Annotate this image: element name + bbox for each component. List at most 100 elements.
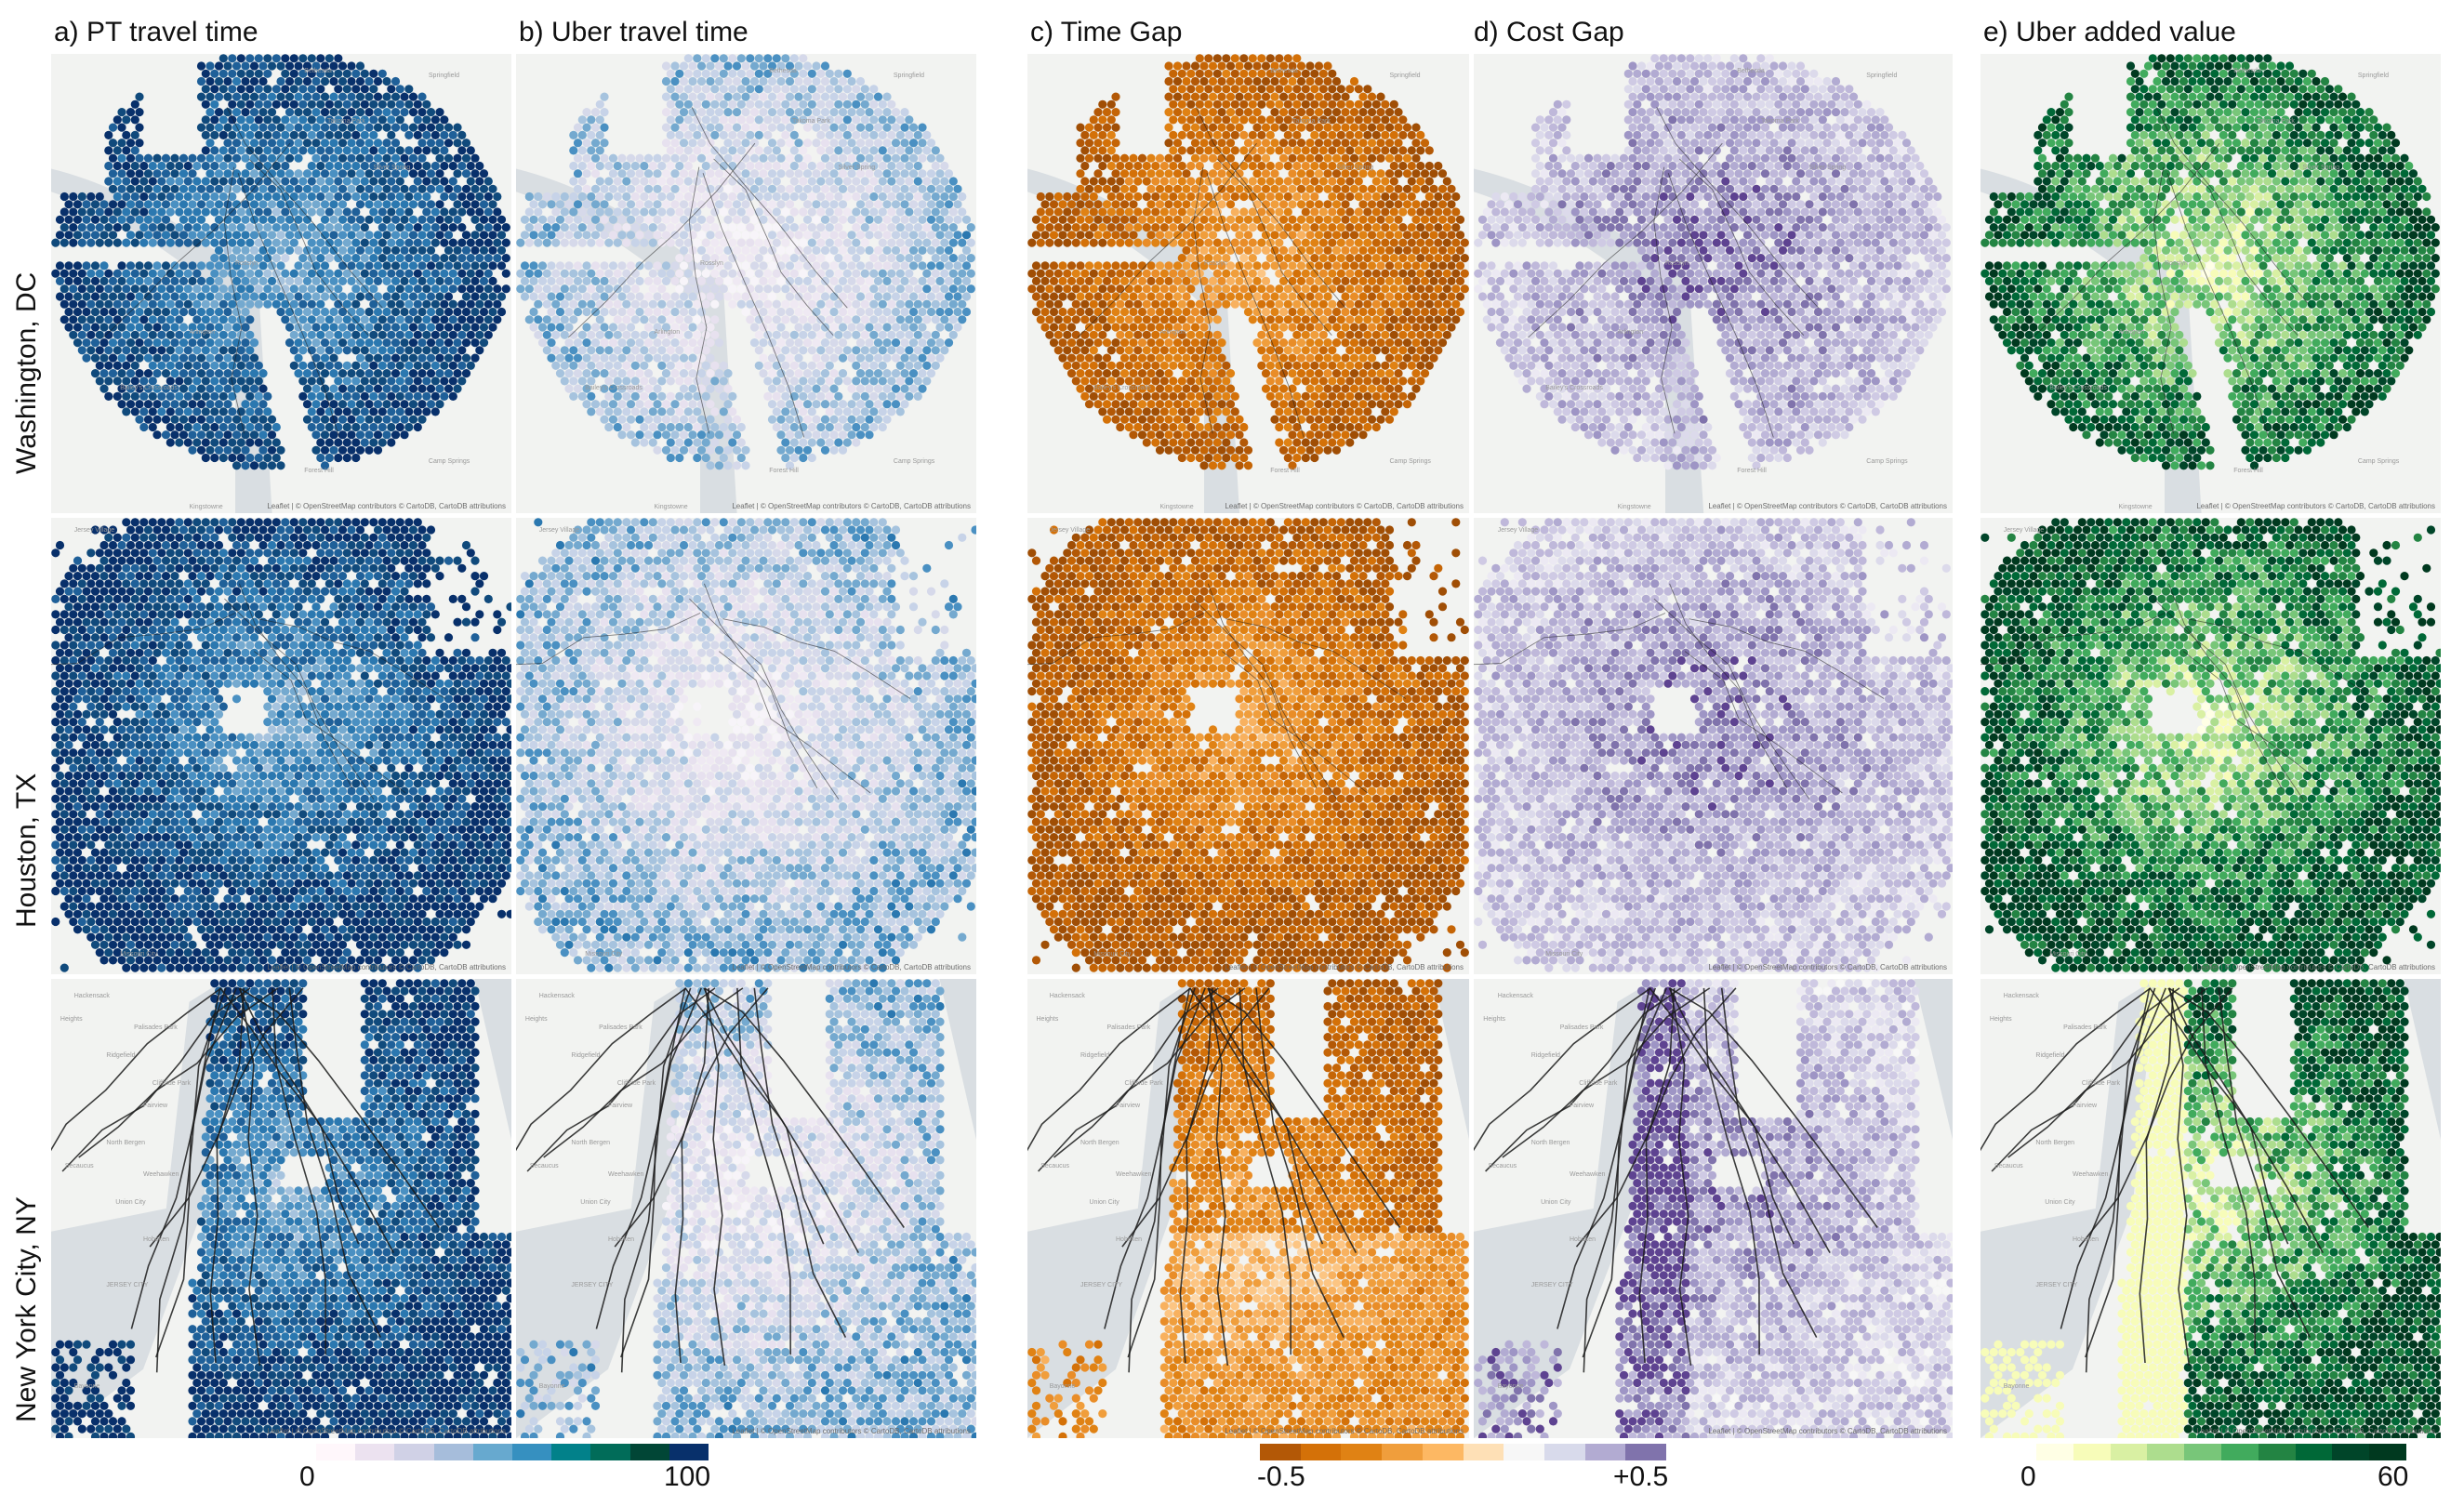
hexbin-cell bbox=[1204, 223, 1212, 231]
hexbin-cell bbox=[329, 231, 338, 239]
hexbin-cell bbox=[431, 177, 440, 185]
hexbin-cell bbox=[122, 207, 130, 216]
hexbin-cell bbox=[1332, 216, 1341, 224]
hexbin-cell bbox=[1411, 246, 1420, 255]
map-attribution[interactable]: Leaflet | © OpenStreetMap contributors ©… bbox=[267, 502, 506, 510]
hexbin-cell bbox=[604, 162, 613, 170]
hexbin-cell bbox=[91, 338, 99, 347]
hexbin-cell bbox=[396, 423, 404, 431]
hexbin-cell bbox=[1186, 239, 1195, 247]
hexbin-cell bbox=[1297, 61, 1305, 70]
hexbin-cell bbox=[268, 416, 276, 424]
hexbin-cell bbox=[702, 346, 710, 354]
hexbin-cell bbox=[139, 423, 148, 431]
hexbin-cell bbox=[525, 284, 534, 293]
hexbin-cell bbox=[391, 77, 400, 86]
hexbin-cell bbox=[812, 308, 820, 316]
hexbin-cell bbox=[109, 354, 117, 363]
map-attribution[interactable]: Leaflet | © OpenStreetMap contributors ©… bbox=[732, 502, 971, 510]
hexbin-cell bbox=[596, 131, 604, 139]
hexbin-cell bbox=[400, 354, 408, 363]
hexbin-cell bbox=[702, 270, 710, 278]
hexbin-cell bbox=[409, 246, 417, 255]
hexbin-cell bbox=[223, 231, 232, 239]
hexbin-cell bbox=[396, 115, 404, 124]
hexbin-cell bbox=[569, 346, 577, 354]
hexbin-cell bbox=[316, 177, 325, 185]
hexbin-cell bbox=[617, 169, 626, 178]
hexbin-cell bbox=[715, 108, 723, 116]
hexbin-cell bbox=[1403, 231, 1411, 239]
hexbin-cell bbox=[826, 254, 834, 262]
hexbin-cell bbox=[263, 192, 272, 201]
hexbin-cell bbox=[1416, 207, 1424, 216]
hexbin-cell bbox=[1080, 177, 1089, 185]
hexbin-cell bbox=[258, 108, 267, 116]
hexbin-cell bbox=[1323, 246, 1331, 255]
hexbin-cell bbox=[1411, 124, 1420, 132]
hexbin-cell bbox=[816, 131, 825, 139]
hexbin-cell bbox=[635, 338, 643, 347]
hexbin-cell bbox=[219, 438, 228, 446]
hexbin-cell bbox=[135, 185, 143, 193]
hexbin-cell bbox=[285, 277, 294, 285]
hexbin-cell bbox=[308, 85, 316, 93]
hexbin-cell bbox=[378, 207, 387, 216]
hexbin-cell bbox=[826, 100, 834, 109]
hexbin-cell bbox=[1411, 154, 1420, 163]
hexbin-cell bbox=[826, 239, 834, 247]
hexbin-cell bbox=[417, 231, 426, 239]
hexbin-cell bbox=[826, 70, 834, 78]
hexbin-cell bbox=[1178, 70, 1186, 78]
hexbin-cell bbox=[1337, 239, 1345, 247]
hexbin-cell bbox=[1143, 284, 1151, 293]
hexbin-cell bbox=[1381, 223, 1389, 231]
hexbin-cell bbox=[781, 254, 789, 262]
hexbin-cell bbox=[1279, 154, 1288, 163]
hexbin-cell bbox=[763, 85, 772, 93]
hexbin-cell bbox=[574, 154, 582, 163]
hexbin-cell bbox=[117, 354, 126, 363]
hexbin-cell bbox=[1235, 93, 1243, 101]
hexbin-cell bbox=[396, 407, 404, 416]
hexbin-cell bbox=[821, 93, 829, 101]
hexbin-cell bbox=[1438, 185, 1447, 193]
hexbin-cell bbox=[750, 154, 759, 163]
hexbin-cell bbox=[706, 154, 714, 163]
hexbin-cell bbox=[653, 430, 661, 439]
hexbin-cell bbox=[631, 362, 640, 370]
hexbin-cell bbox=[684, 270, 693, 278]
hexbin-cell bbox=[431, 239, 440, 247]
hexbin-cell bbox=[1231, 146, 1239, 154]
hexbin-cell bbox=[1252, 154, 1261, 163]
hexbin-cell bbox=[179, 354, 188, 363]
hexbin-cell bbox=[1358, 185, 1367, 193]
hexbin-cell bbox=[427, 385, 435, 393]
hexbin-cell bbox=[914, 300, 922, 309]
hexbin-cell bbox=[219, 300, 228, 309]
hexbin-cell bbox=[914, 223, 922, 231]
hexbin-cell bbox=[776, 77, 785, 86]
hexbin-cell bbox=[922, 239, 931, 247]
hexbin-cell bbox=[1076, 231, 1084, 239]
hexbin-cell bbox=[662, 216, 670, 224]
hexbin-cell bbox=[781, 362, 789, 370]
hexbin-cell bbox=[1160, 162, 1169, 170]
hexbin-cell bbox=[1133, 177, 1142, 185]
hexbin-cell bbox=[865, 400, 873, 408]
hexbin-cell bbox=[1186, 70, 1195, 78]
hexbin-cell bbox=[826, 407, 834, 416]
hexbin-cell bbox=[582, 338, 590, 347]
hexbin-cell bbox=[631, 407, 640, 416]
hexbin-cell bbox=[821, 216, 829, 224]
hexbin-cell bbox=[113, 270, 122, 278]
hexbin-cell bbox=[290, 192, 298, 201]
hexbin-cell bbox=[922, 284, 931, 293]
hexbin-cell bbox=[786, 200, 794, 208]
hexbin-cell bbox=[404, 346, 413, 354]
hexbin-cell bbox=[1394, 154, 1402, 163]
hexbin-cell bbox=[635, 169, 643, 178]
